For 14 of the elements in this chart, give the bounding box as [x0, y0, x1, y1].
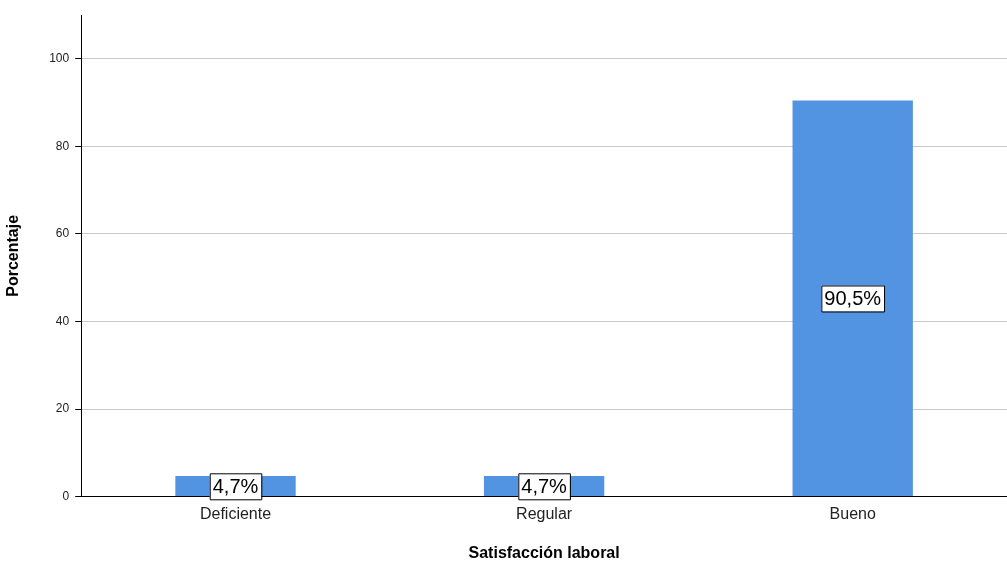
data-label: 90,5% [824, 287, 882, 309]
y-tick-label: 0 [62, 488, 70, 503]
y-tick-label: 80 [55, 138, 70, 153]
y-tick-label: 100 [49, 51, 70, 66]
y-axis-title: Porcentaje [4, 214, 22, 297]
data-label: 4,7% [521, 474, 568, 497]
y-tick-label: 20 [55, 401, 70, 416]
x-axis-title: Satisfacción laboral [468, 543, 620, 561]
y-tick-label: 40 [55, 313, 70, 328]
x-tick-label: Regular [516, 504, 573, 522]
x-tick-label: Bueno [829, 504, 876, 522]
y-tick-label: 60 [55, 226, 70, 241]
data-label: 4,7% [212, 474, 259, 497]
x-tick-label: Deficiente [199, 504, 272, 522]
